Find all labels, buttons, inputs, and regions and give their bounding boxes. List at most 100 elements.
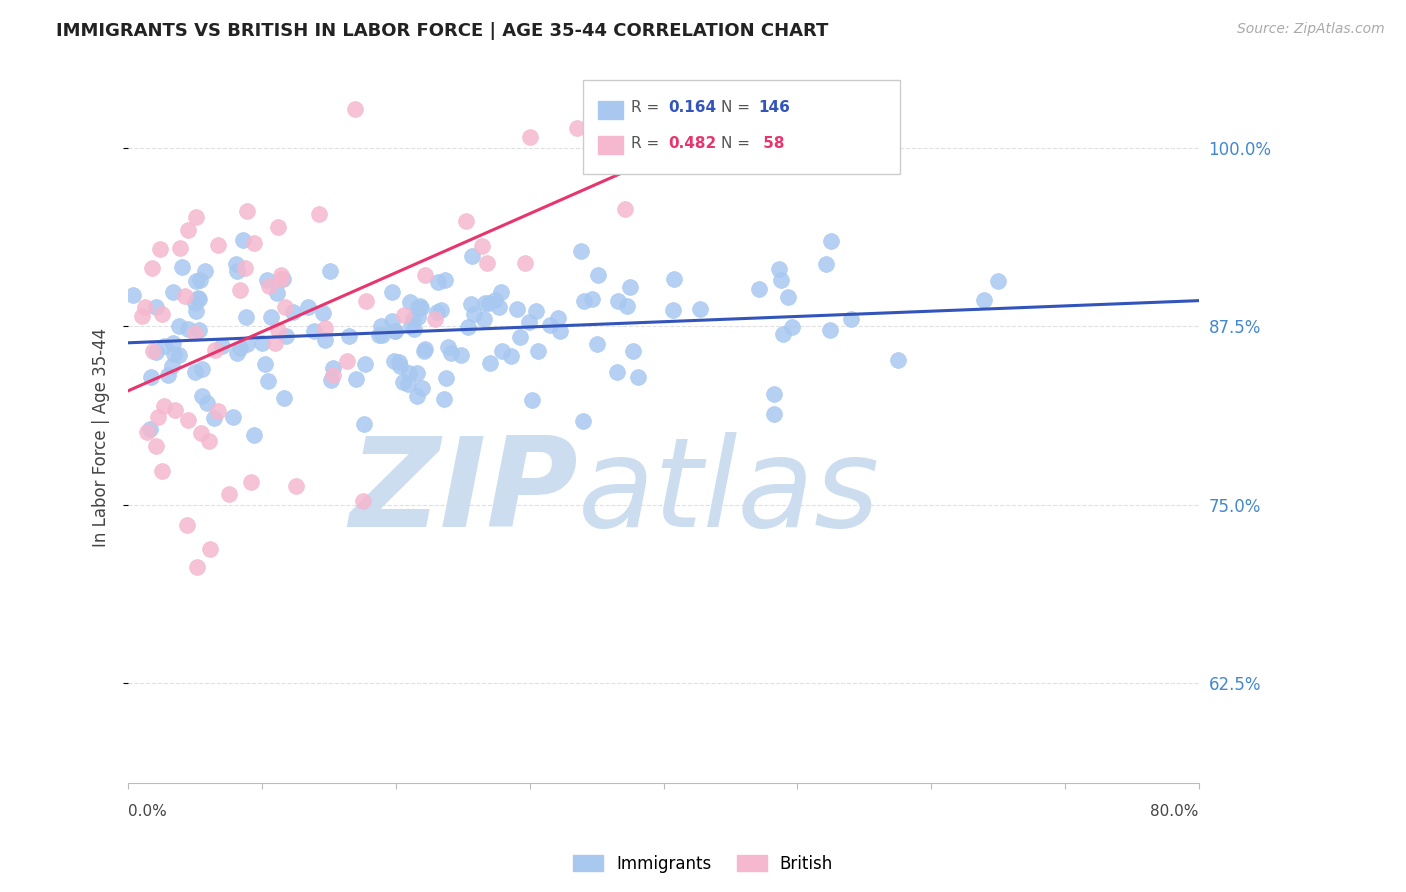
Point [344,372,367,386]
Point [614,202,637,216]
Point [270,268,292,282]
Point [616,299,638,313]
Point [569,244,592,259]
Point [489,285,512,299]
Point [780,319,803,334]
Text: 0.164: 0.164 [668,101,716,115]
Point [160,359,183,374]
Point [188,293,211,307]
Point [186,210,208,224]
Point [413,342,436,356]
Point [163,403,186,417]
Text: 58: 58 [758,136,785,151]
Point [491,344,513,359]
Point [605,365,627,379]
Point [433,392,456,406]
Point [187,291,209,305]
Point [267,323,290,337]
Text: R =: R = [631,136,665,151]
Point [406,301,429,315]
Point [141,260,163,275]
Point [260,310,283,324]
Point [436,64,458,78]
Point [399,295,422,310]
Point [411,380,433,394]
Point [973,293,995,308]
Point [354,357,377,371]
Point [253,357,276,371]
Point [384,324,406,338]
Point [344,102,367,116]
Text: N =: N = [721,136,755,151]
Point [149,242,172,256]
Point [177,413,200,427]
Point [271,272,294,286]
Point [433,273,456,287]
Point [820,323,842,337]
Point [177,321,200,335]
Point [352,493,374,508]
Point [770,273,793,287]
Point [297,300,319,314]
Point [131,309,153,323]
Point [184,274,207,288]
Point [820,234,842,248]
Point [662,302,685,317]
Point [195,395,218,409]
Text: IMMIGRANTS VS BRITISH IN LABOR FORCE | AGE 35-44 CORRELATION CHART: IMMIGRANTS VS BRITISH IN LABOR FORCE | A… [56,22,828,40]
Point [384,324,406,338]
Text: R =: R = [631,101,665,115]
Point [409,300,432,314]
Point [139,370,162,384]
Point [235,310,257,324]
Point [353,417,375,432]
Point [471,239,494,253]
Point [405,389,427,403]
Point [689,302,711,317]
Point [619,280,641,294]
Point [762,407,785,421]
Point [284,479,307,493]
Point [478,296,501,310]
Point [484,293,506,308]
Point [169,241,191,255]
Point [176,518,198,533]
Point [122,288,145,302]
Point [172,260,194,274]
Point [236,204,259,219]
Point [190,425,212,440]
Point [157,368,180,382]
Point [519,129,541,144]
Point [887,352,910,367]
Point [211,339,233,353]
Point [200,541,222,556]
Point [548,324,571,338]
Point [222,409,245,424]
Point [460,296,482,310]
Point [429,303,451,318]
Point [399,318,422,333]
Point [565,120,588,135]
Point [270,272,292,286]
Text: 0.482: 0.482 [668,136,716,151]
Point [198,434,221,449]
Text: ZIP: ZIP [349,432,578,553]
Point [204,343,226,357]
Point [588,268,610,283]
Point [162,285,184,299]
Point [406,310,429,325]
Text: atlas: atlas [578,432,880,553]
Point [402,322,425,336]
Point [381,314,404,328]
Point [607,294,630,309]
Point [371,328,394,343]
Point [174,289,197,303]
Point [232,233,254,247]
Point [145,300,167,314]
Point [585,336,607,351]
Point [384,354,406,368]
Point [283,305,305,319]
Point [440,346,463,360]
Point [274,328,297,343]
Point [748,281,770,295]
